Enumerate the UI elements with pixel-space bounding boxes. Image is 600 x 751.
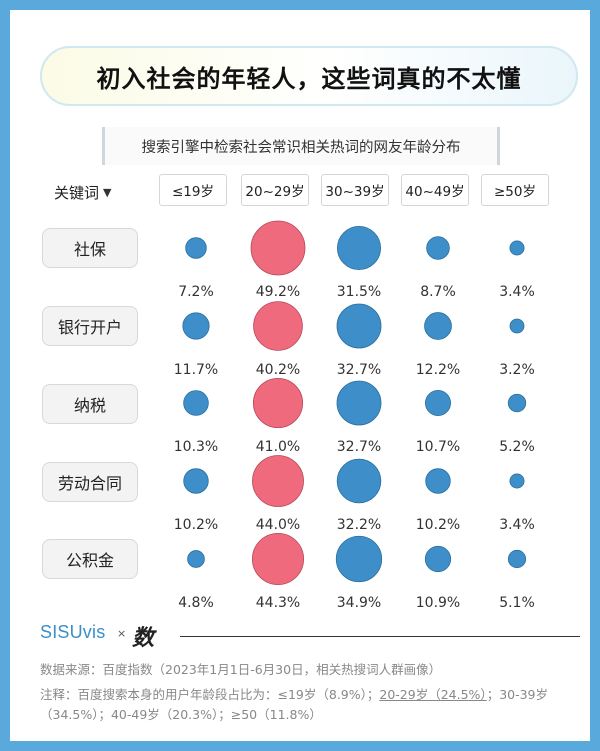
bubble-4-3 — [424, 545, 452, 573]
value-label-0-1: 49.2% — [256, 284, 300, 300]
keyword-button-0[interactable]: 社保 — [42, 228, 138, 268]
age-header-3: 40~49岁 — [401, 174, 469, 206]
bubble-4-2 — [335, 535, 383, 583]
value-label-4-1: 44.3% — [256, 595, 300, 611]
triangle-down-icon: ▼ — [103, 185, 112, 199]
value-label-0-3: 8.7% — [420, 284, 456, 300]
bubble-4-4 — [507, 549, 527, 569]
value-label-1-4: 3.2% — [499, 362, 535, 378]
value-label-2-1: 41.0% — [256, 439, 300, 455]
note-prefix: 注释：百度搜索本身的用户年龄段占比为：≤19岁（8.9%）； — [40, 687, 380, 702]
value-label-3-4: 3.4% — [499, 517, 535, 533]
age-header-1: 20~29岁 — [241, 174, 309, 206]
note-highlight: 20-29岁（24.5%） — [379, 687, 487, 702]
bubble-3-3 — [425, 468, 451, 494]
brand-logo: SISUvis — [40, 622, 106, 642]
age-header-0: ≤19岁 — [159, 174, 227, 206]
value-label-1-3: 12.2% — [416, 362, 460, 378]
keyword-button-2[interactable]: 纳税 — [42, 384, 138, 424]
value-label-2-0: 10.3% — [174, 439, 218, 455]
brand-row: SISUvis × 数 — [40, 622, 580, 652]
bubble-0-0 — [185, 237, 207, 259]
value-label-4-2: 34.9% — [337, 595, 381, 611]
brand-separator: × — [117, 627, 127, 640]
bubble-0-1 — [250, 220, 306, 276]
bubble-3-4 — [509, 473, 525, 489]
title-banner: 初入社会的年轻人，这些词真的不太懂 — [40, 46, 578, 106]
bubble-2-2 — [336, 380, 382, 426]
bubble-4-1 — [251, 532, 305, 586]
age-header-4: ≥50岁 — [481, 174, 549, 206]
partner-logo: 数 — [132, 626, 155, 651]
bubble-0-4 — [509, 240, 525, 256]
keyword-button-4[interactable]: 公积金 — [42, 539, 138, 579]
bubble-2-0 — [183, 390, 209, 416]
bubble-2-1 — [252, 377, 304, 429]
value-label-2-2: 32.7% — [337, 439, 381, 455]
value-label-1-0: 11.7% — [174, 362, 218, 378]
divider-line — [180, 636, 580, 637]
keyword-button-1[interactable]: 银行开户 — [42, 306, 138, 346]
value-label-2-3: 10.7% — [416, 439, 460, 455]
bubble-3-2 — [336, 458, 382, 504]
value-label-3-1: 44.0% — [256, 517, 300, 533]
value-label-1-1: 40.2% — [256, 362, 300, 378]
infographic-card: 初入社会的年轻人，这些词真的不太懂 搜索引擎中检索社会常识相关热词的网友年龄分布… — [10, 10, 590, 741]
keyword-button-3[interactable]: 劳动合同 — [42, 462, 138, 502]
note-text: 注释：百度搜索本身的用户年龄段占比为：≤19岁（8.9%）；20-29岁（24.… — [40, 685, 560, 725]
bubble-2-3 — [425, 390, 451, 416]
bubble-4-0 — [187, 550, 205, 568]
value-label-4-3: 10.9% — [416, 595, 460, 611]
keyword-header-label: 关键词 — [54, 183, 100, 202]
page-title: 初入社会的年轻人，这些词真的不太懂 — [96, 64, 522, 93]
data-source: 数据来源：百度指数（2023年1月1日-6月30日，相关热搜词人群画像） — [40, 662, 442, 677]
value-label-4-4: 5.1% — [499, 595, 535, 611]
bubble-0-3 — [426, 236, 450, 260]
bubble-3-1 — [252, 455, 304, 507]
bubble-1-4 — [509, 318, 525, 334]
subtitle-banner: 搜索引擎中检索社会常识相关热词的网友年龄分布 — [102, 127, 500, 165]
keyword-dropdown[interactable]: 关键词 ▼ — [54, 178, 154, 206]
bubble-1-2 — [336, 303, 382, 349]
value-label-3-3: 10.2% — [416, 517, 460, 533]
value-label-0-2: 31.5% — [337, 284, 381, 300]
bubble-1-0 — [182, 312, 210, 340]
bubble-2-4 — [507, 393, 527, 413]
chart-subtitle: 搜索引擎中检索社会常识相关热词的网友年龄分布 — [141, 139, 461, 156]
value-label-0-0: 7.2% — [178, 284, 214, 300]
bubble-1-3 — [424, 312, 452, 340]
value-label-4-0: 4.8% — [178, 595, 214, 611]
bubble-3-0 — [183, 468, 209, 494]
value-label-1-2: 32.7% — [337, 362, 381, 378]
value-label-2-4: 5.2% — [499, 439, 535, 455]
value-label-0-4: 3.4% — [499, 284, 535, 300]
note-suffix: ；30-39岁（34.5%）；40-49岁（20.3%）；≥50（11.8%） — [40, 687, 549, 722]
bubble-1-1 — [253, 301, 303, 351]
value-label-3-0: 10.2% — [174, 517, 218, 533]
value-label-3-2: 32.2% — [337, 517, 381, 533]
bubble-0-2 — [336, 225, 382, 271]
age-header-2: 30~39岁 — [321, 174, 389, 206]
